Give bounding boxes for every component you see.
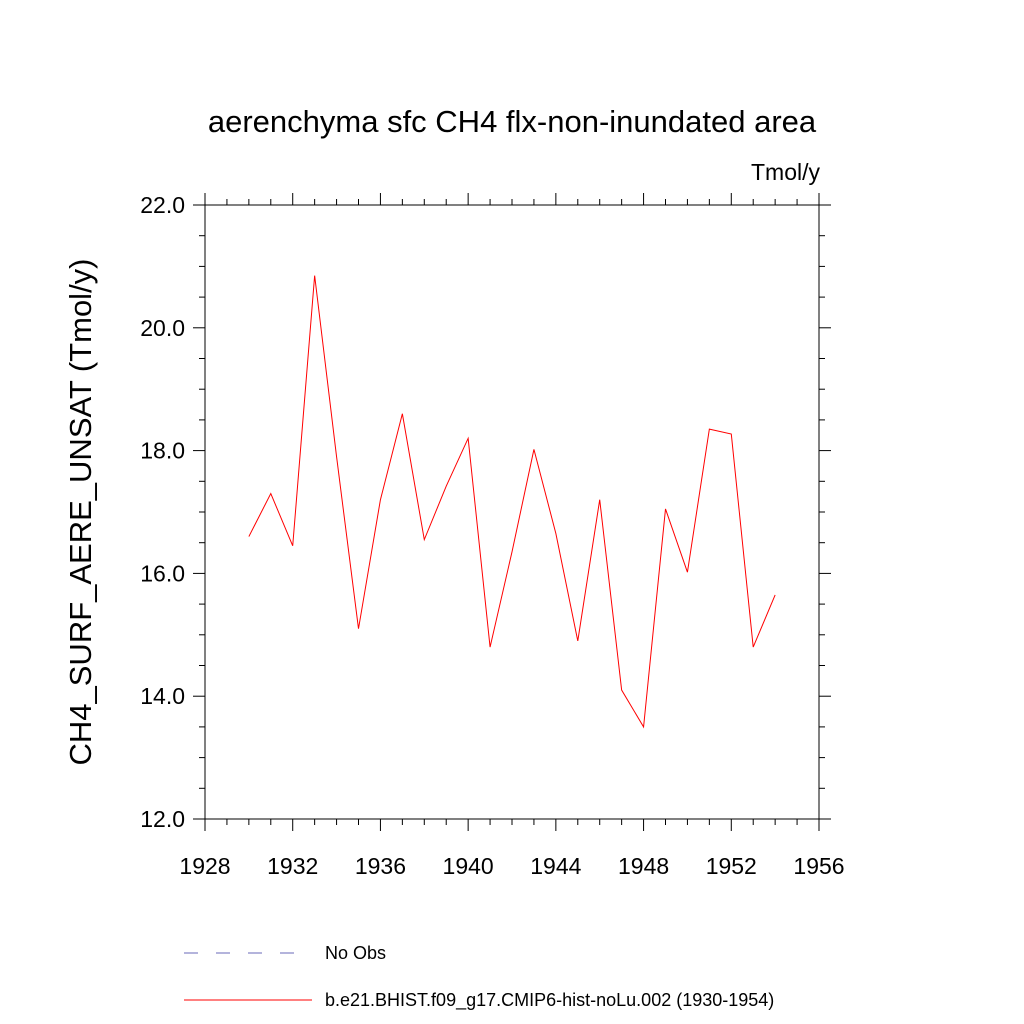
- units-label: Tmol/y: [751, 159, 821, 185]
- legend: No Obs b.e21.BHIST.f09_g17.CMIP6-hist-noL…: [184, 943, 774, 1011]
- x-tick-label: 1932: [267, 853, 318, 879]
- chart-title: aerenchyma sfc CH4 flx-non-inundated are…: [208, 104, 817, 139]
- x-tick-label: 1944: [530, 853, 581, 879]
- y-tick-label: 18.0: [140, 438, 185, 464]
- y-axis-title: CH4_SURF_AERE_UNSAT (Tmol/y): [63, 258, 98, 765]
- legend-label: b.e21.BHIST.f09_g17.CMIP6-hist-noLu.002 …: [325, 990, 774, 1011]
- y-tick-label: 16.0: [140, 560, 185, 586]
- y-tick-label: 14.0: [140, 683, 185, 709]
- x-axis: 1928 1932 1936 1940 1944 1948 1952 1956: [179, 193, 845, 879]
- x-tick-label: 1952: [706, 853, 757, 879]
- x-tick-label: 1940: [443, 853, 494, 879]
- legend-label: No Obs: [325, 943, 386, 963]
- series-layer: [248, 275, 776, 729]
- x-tick-label: 1928: [179, 853, 230, 879]
- series-line: [248, 275, 776, 729]
- y-tick-label: 20.0: [140, 315, 185, 341]
- y-tick-label: 22.0: [140, 192, 185, 218]
- y-axis: 12.0 14.0 16.0 18.0 20.0 22.0: [140, 192, 831, 832]
- plot-frame: [204, 204, 820, 820]
- x-tick-label: 1956: [793, 853, 844, 879]
- x-tick-label: 1936: [355, 853, 406, 879]
- x-tick-label: 1948: [618, 853, 669, 879]
- y-tick-label: 12.0: [140, 806, 185, 832]
